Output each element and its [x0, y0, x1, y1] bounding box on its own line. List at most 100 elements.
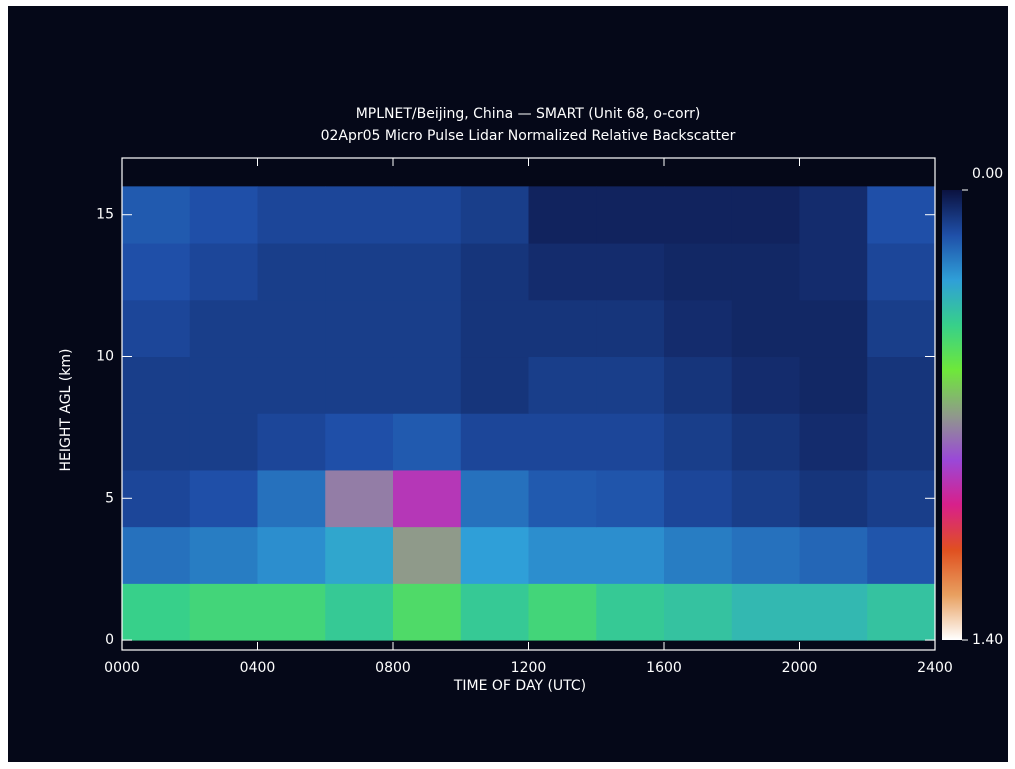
x-tick-label: 0000	[104, 660, 140, 676]
heatmap-cell	[732, 186, 800, 243]
heatmap-cell	[664, 243, 732, 300]
heatmap-cell	[529, 186, 597, 243]
heatmap-cell	[596, 300, 664, 357]
heatmap-cell	[258, 583, 326, 640]
heatmap-cell	[596, 470, 664, 527]
x-axis-label: TIME OF DAY (UTC)	[453, 678, 586, 694]
heatmap-cell	[190, 413, 258, 470]
heatmap-cell	[732, 357, 800, 414]
heatmap-cell	[325, 300, 393, 357]
heatmap-cell	[529, 470, 597, 527]
heatmap-cell	[867, 527, 935, 584]
heatmap-cell	[596, 413, 664, 470]
heatmap-cell	[529, 243, 597, 300]
heatmap-cell	[596, 527, 664, 584]
heatmap-cell	[596, 243, 664, 300]
heatmap-cell	[867, 357, 935, 414]
heatmap-cell	[664, 583, 732, 640]
heatmap-cell	[325, 583, 393, 640]
heatmap-cell	[258, 527, 326, 584]
heatmap-cell	[867, 583, 935, 640]
heatmap-cell	[393, 583, 461, 640]
heatmap-cell	[596, 583, 664, 640]
heatmap-cell	[800, 413, 868, 470]
y-tick-label: 10	[96, 349, 114, 365]
heatmap-cell	[190, 583, 258, 640]
heatmap-cell	[800, 300, 868, 357]
chart-title: MPLNET/Beijing, China — SMART (Unit 68, …	[356, 106, 701, 122]
heatmap-cell	[529, 357, 597, 414]
heatmap-cell	[732, 470, 800, 527]
heatmap-cell	[800, 470, 868, 527]
heatmap-cell	[393, 186, 461, 243]
heatmap-cell	[664, 300, 732, 357]
heatmap-cell	[393, 413, 461, 470]
heatmap-cell	[122, 243, 190, 300]
heatmap-cell	[732, 527, 800, 584]
heatmap-cell	[258, 300, 326, 357]
heatmap-cell	[867, 413, 935, 470]
heatmap-cell	[867, 300, 935, 357]
heatmap-cell	[461, 243, 529, 300]
heatmap-cell	[461, 527, 529, 584]
heatmap-cell	[325, 527, 393, 584]
heatmap-cell	[122, 470, 190, 527]
chart-subtitle: 02Apr05 Micro Pulse Lidar Normalized Rel…	[321, 128, 736, 144]
heatmap-cell	[732, 583, 800, 640]
heatmap-cell	[529, 527, 597, 584]
y-tick-label: 15	[96, 207, 114, 223]
heatmap-cell	[325, 243, 393, 300]
heatmap-cell	[664, 186, 732, 243]
heatmap-cell	[325, 470, 393, 527]
heatmap-cell	[190, 527, 258, 584]
heatmap-cell	[190, 186, 258, 243]
colorbar	[942, 190, 962, 640]
heatmap-cell	[325, 186, 393, 243]
x-tick-label: 0400	[240, 660, 276, 676]
heatmap-cell	[393, 243, 461, 300]
heatmap-cell	[258, 243, 326, 300]
heatmap-cell	[258, 413, 326, 470]
heatmap-cell	[800, 357, 868, 414]
heatmap-cell	[393, 527, 461, 584]
x-tick-label: 2000	[782, 660, 818, 676]
heatmap-cell	[190, 243, 258, 300]
heatmap-cell	[529, 300, 597, 357]
heatmap-cell	[461, 413, 529, 470]
heatmap-cell	[664, 470, 732, 527]
colorbar-label: 0.00	[972, 166, 1003, 182]
heatmap-cell	[461, 470, 529, 527]
y-tick-label: 0	[105, 632, 114, 648]
heatmap-cell	[325, 413, 393, 470]
heatmap-cell	[393, 357, 461, 414]
x-tick-label: 1200	[511, 660, 547, 676]
heatmap-cell	[190, 470, 258, 527]
colorbar-label: 1.40	[972, 632, 1003, 648]
heatmap-cell	[122, 527, 190, 584]
heatmap-cell	[461, 357, 529, 414]
x-tick-label: 2400	[917, 660, 953, 676]
heatmap-cell	[122, 186, 190, 243]
heatmap-cell	[867, 243, 935, 300]
heatmap-cell	[732, 300, 800, 357]
heatmap-cell	[461, 186, 529, 243]
heatmap-cell	[122, 413, 190, 470]
heatmap-cell	[122, 583, 190, 640]
y-tick-label: 5	[105, 490, 114, 506]
heatmap-cell	[800, 527, 868, 584]
heatmap-cell	[664, 413, 732, 470]
heatmap-cell	[393, 300, 461, 357]
heatmap-cell	[664, 527, 732, 584]
heatmap-cell	[596, 357, 664, 414]
heatmap-cell	[190, 357, 258, 414]
chart: MPLNET/Beijing, China — SMART (Unit 68, …	[0, 0, 1015, 769]
heatmap-cell	[122, 300, 190, 357]
heatmap-cell	[664, 357, 732, 414]
heatmap-cell	[393, 470, 461, 527]
heatmap-cell	[529, 413, 597, 470]
heatmap-cell	[732, 243, 800, 300]
heatmap-cell	[800, 243, 868, 300]
heatmap-cell	[800, 583, 868, 640]
heatmap-cell	[732, 413, 800, 470]
heatmap-cell	[529, 583, 597, 640]
